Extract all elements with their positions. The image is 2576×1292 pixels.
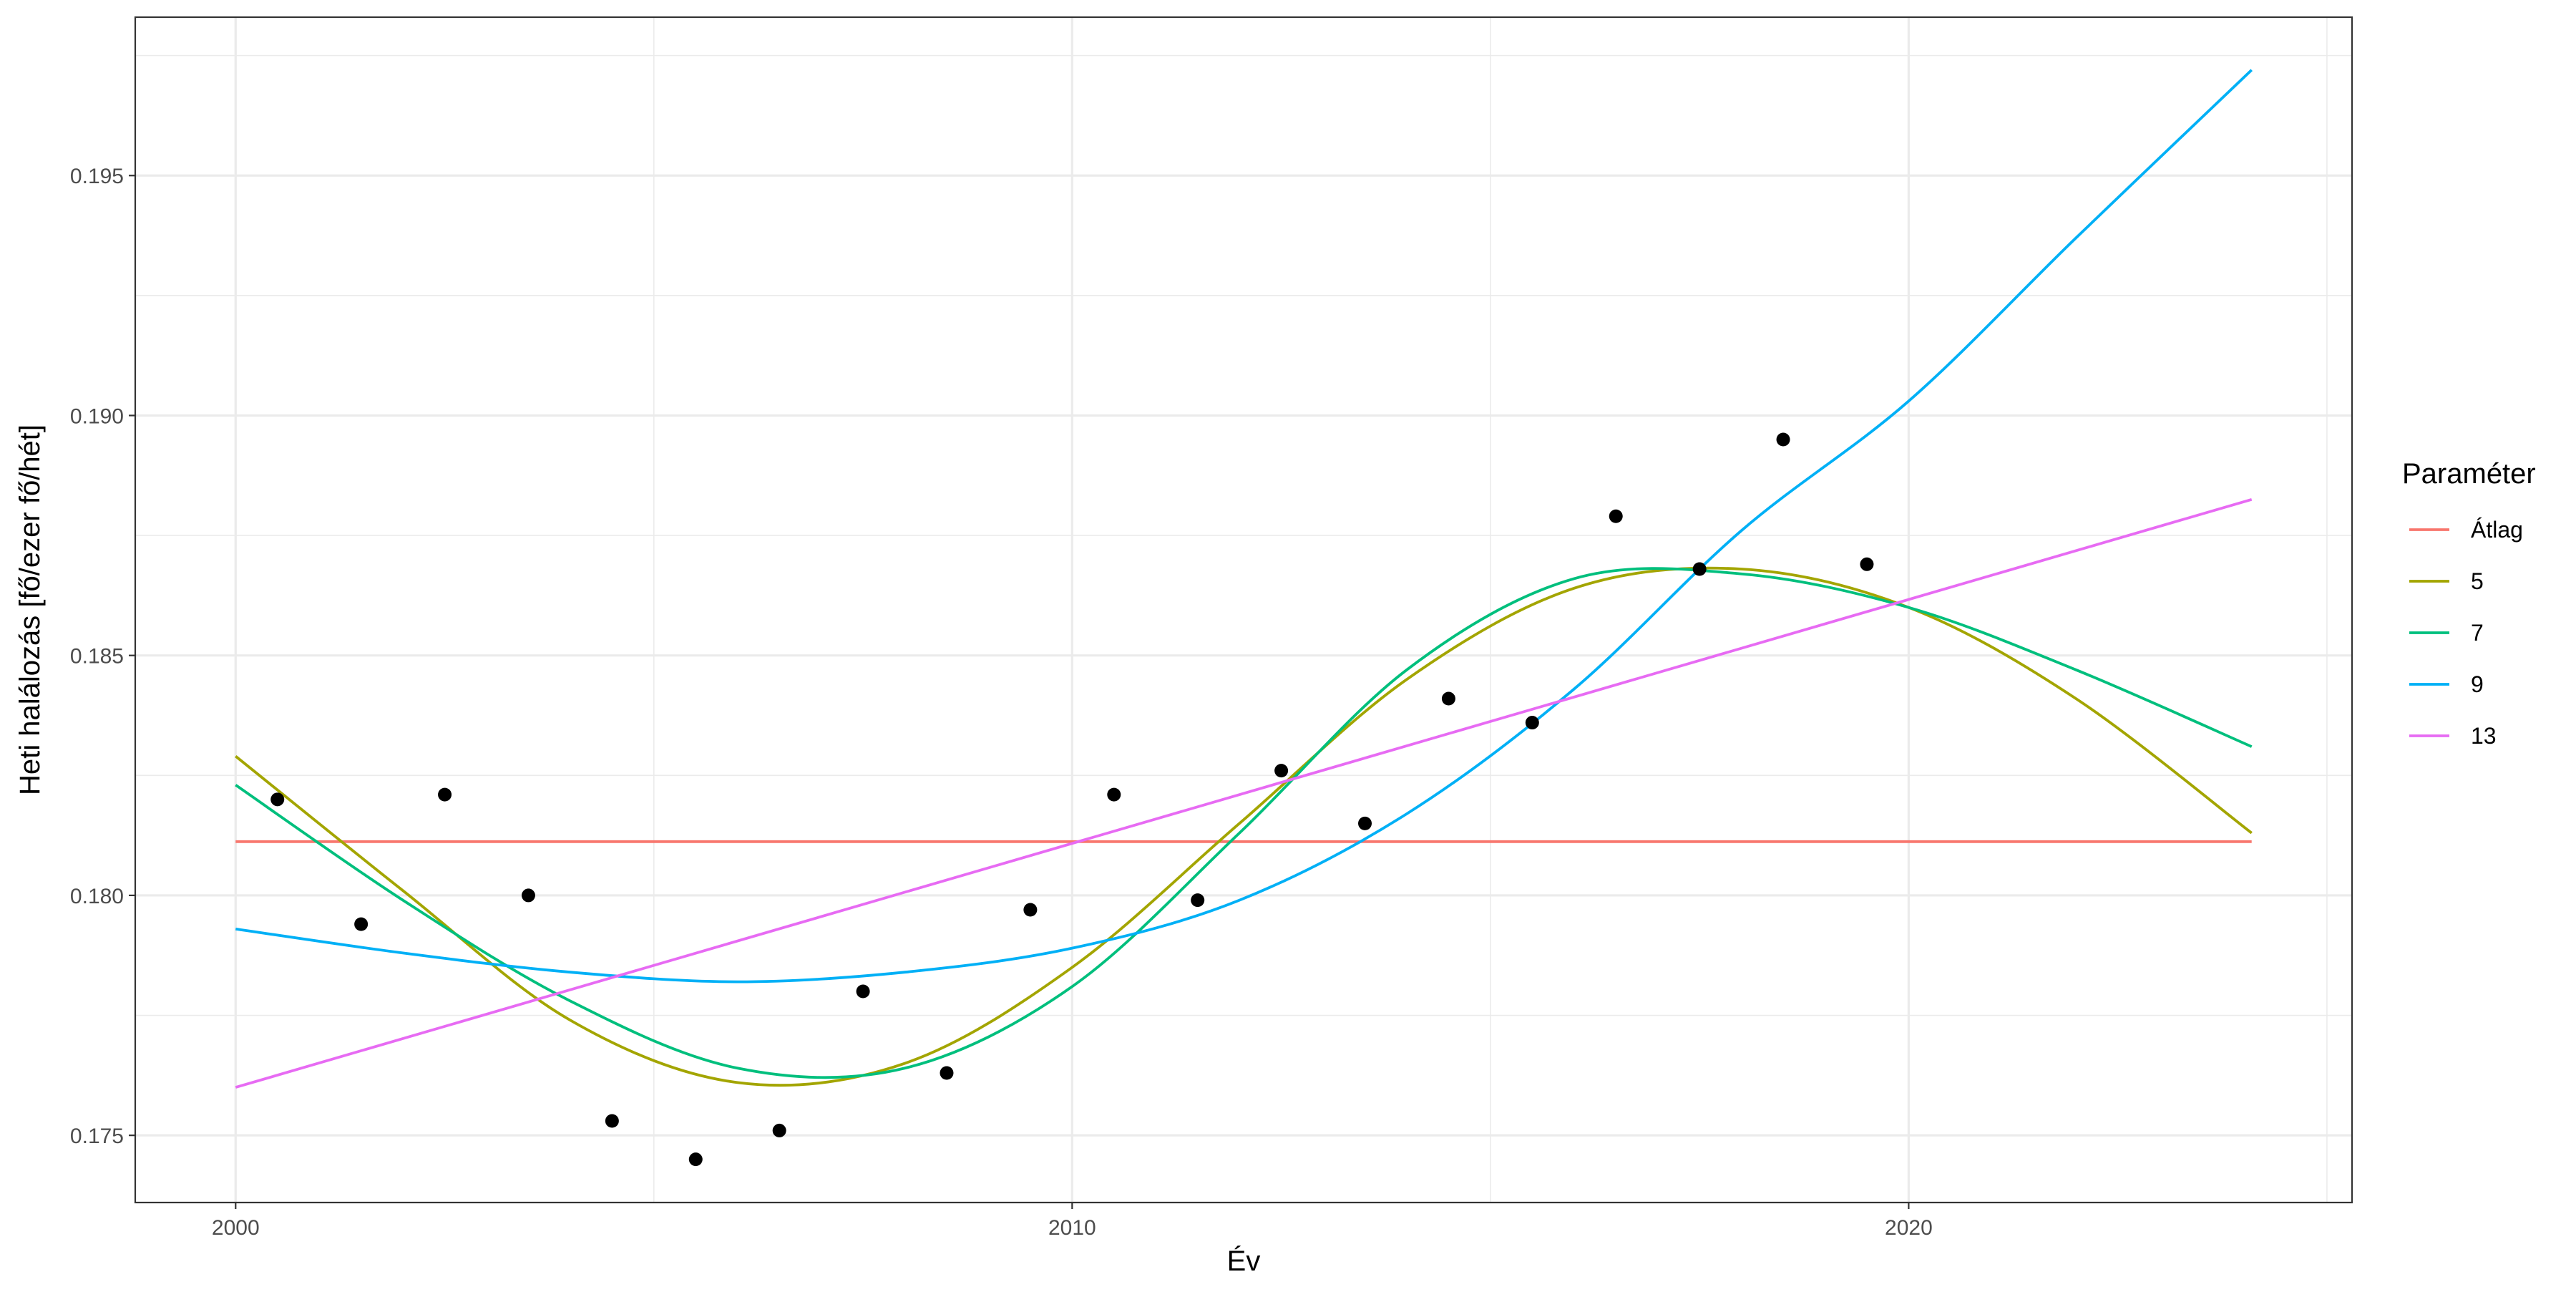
legend-label-9: 9: [2471, 671, 2484, 697]
data-point: [1860, 557, 1874, 571]
legend-label-13: 13: [2471, 723, 2497, 749]
data-point: [1776, 432, 1790, 447]
data-point: [940, 1066, 954, 1080]
y-tick-label: 0.175: [70, 1125, 124, 1148]
y-tick-label: 0.190: [70, 404, 124, 428]
grid-layer: [135, 17, 2352, 1203]
data-point: [438, 787, 452, 802]
data-point: [688, 1152, 703, 1167]
panel-background: [135, 17, 2352, 1203]
data-point: [1358, 816, 1372, 830]
series-line-13: [235, 497, 2253, 1089]
data-point: [1023, 903, 1038, 917]
legend-label-7: 7: [2471, 620, 2484, 646]
legend-title: Paraméter: [2402, 458, 2536, 490]
data-point: [270, 792, 285, 807]
data-point: [1692, 562, 1707, 576]
data-point: [1609, 509, 1623, 523]
data-point: [1441, 691, 1455, 706]
data-point: [521, 888, 535, 903]
y-tick-label: 0.195: [70, 165, 124, 188]
y-tick-label: 0.185: [70, 645, 124, 669]
data-point: [1525, 716, 1539, 730]
data-point: [605, 1114, 619, 1128]
series-line-9: [235, 69, 2253, 983]
x-tick-label: 2010: [1048, 1216, 1096, 1240]
legend-label-Átlag: Átlag: [2471, 517, 2523, 543]
data-point: [1107, 787, 1121, 802]
x-tick-label: 2020: [1885, 1216, 1933, 1240]
axis-layer: 0.175 0.180 0.185 0.190 0.195 2000 2010 2020: [70, 165, 1933, 1240]
y-axis-title: Heti halálozás [fő/ezer fő/hét]: [14, 424, 46, 795]
data-point: [1191, 893, 1205, 908]
data-point: [772, 1123, 786, 1137]
data-point: [354, 917, 369, 931]
legend-label-5: 5: [2471, 568, 2484, 594]
panel-border: [134, 16, 2353, 1204]
x-tick-label: 2000: [212, 1216, 260, 1240]
y-tick-label: 0.180: [70, 885, 124, 908]
legend-items: Átlag 5 7 9 13: [2409, 517, 2523, 749]
data-point: [856, 984, 870, 999]
x-axis-title: Év: [1227, 1245, 1261, 1277]
points-layer: [270, 432, 1874, 1167]
series-layer: [235, 69, 2253, 1089]
series-line-7: [235, 567, 2253, 1079]
data-point: [1274, 764, 1289, 778]
legend: Paraméter Átlag 5 7 9 13: [2402, 458, 2536, 749]
